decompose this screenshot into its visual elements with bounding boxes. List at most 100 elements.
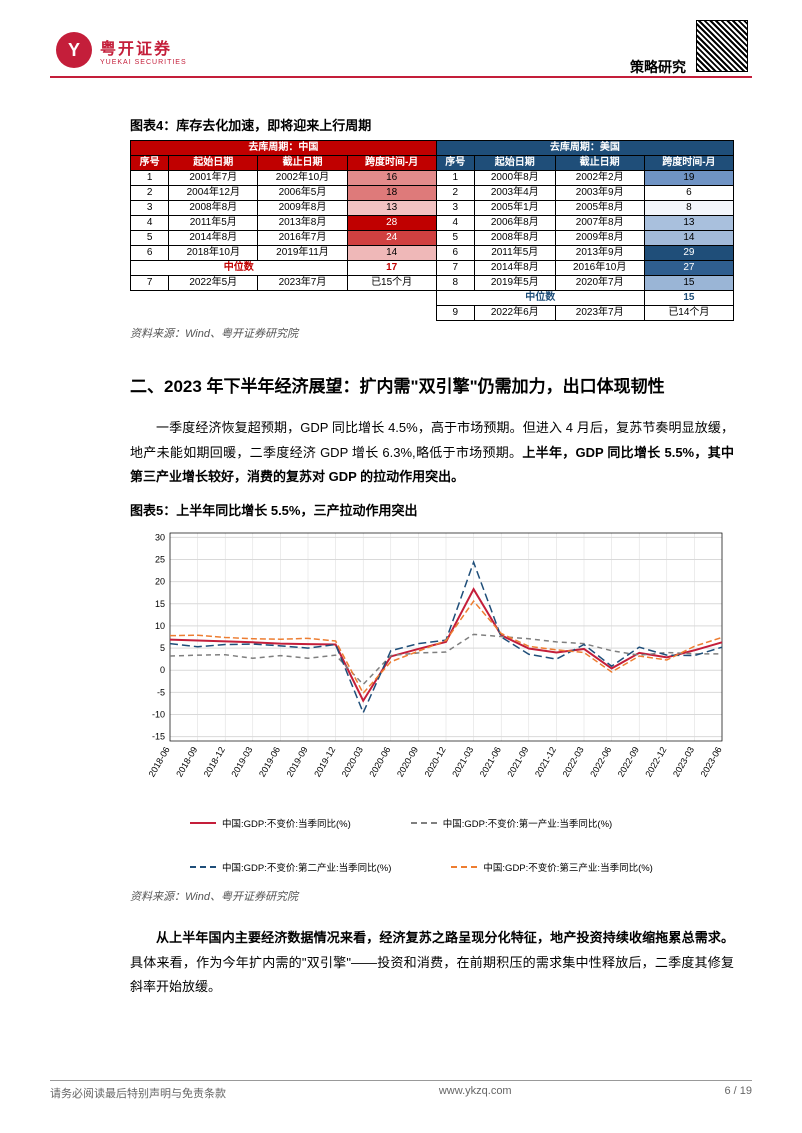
legend-item: 中国:GDP:不变价:第一产业:当季同比(%) xyxy=(411,816,612,830)
brand-name-cn: 粤开证券 xyxy=(100,35,187,59)
td-end: 2003年9月 xyxy=(555,186,644,201)
legend-item: 中国:GDP:不变价:第三产业:当季同比(%) xyxy=(451,860,652,874)
td-start: 2008年8月 xyxy=(474,231,555,246)
section2-para1: 一季度经济恢复超预期，GDP 同比增长 4.5%，高于市场预期。但进入 4 月后… xyxy=(130,416,734,490)
svg-text:2020-06: 2020-06 xyxy=(367,745,392,779)
th-col: 截止日期 xyxy=(258,156,347,171)
destock-table: 去库周期：中国去库周期：美国序号起始日期截止日期跨度时间-月序号起始日期截止日期… xyxy=(130,140,734,321)
td-dur: 6 xyxy=(644,186,733,201)
main-content: 图表4：库存去化加速，即将迎来上行周期 去库周期：中国去库周期：美国序号起始日期… xyxy=(130,115,734,1010)
svg-text:2022-06: 2022-06 xyxy=(588,745,613,779)
td-dur: 已14个月 xyxy=(644,306,733,321)
td-end: 2023年7月 xyxy=(258,276,347,291)
td-median-val: 15 xyxy=(644,291,733,306)
td-n: 6 xyxy=(131,246,169,261)
td-start: 2011年5月 xyxy=(474,246,555,261)
td-start: 2004年12月 xyxy=(169,186,258,201)
td-end: 2005年8月 xyxy=(555,201,644,216)
svg-text:2019-03: 2019-03 xyxy=(229,745,254,779)
td-end: 2002年10月 xyxy=(258,171,347,186)
td-n: 1 xyxy=(131,171,169,186)
td-start: 2019年5月 xyxy=(474,276,555,291)
legend-swatch xyxy=(451,866,477,868)
chart5-source: 资料来源：Wind、粤开证券研究院 xyxy=(130,888,734,904)
svg-text:2019-06: 2019-06 xyxy=(257,745,282,779)
td-n: 2 xyxy=(436,186,474,201)
footer-disclaimer: 请务必阅读最后特别声明与免责条款 xyxy=(50,1085,226,1101)
svg-text:2021-03: 2021-03 xyxy=(450,745,475,779)
td-start: 2006年8月 xyxy=(474,216,555,231)
table4-title: 图表4：库存去化加速，即将迎来上行周期 xyxy=(130,115,734,134)
legend-label: 中国:GDP:不变价:第三产业:当季同比(%) xyxy=(483,860,652,874)
para2-text-b: 具体来看，作为今年扩内需的"双引擎"——投资和消费，在前期积压的需求集中性释放后… xyxy=(130,955,734,995)
svg-text:20: 20 xyxy=(155,577,165,587)
td-end: 2019年11月 xyxy=(258,246,347,261)
td-end: 2013年8月 xyxy=(258,216,347,231)
logo-icon: Y xyxy=(56,32,92,68)
td-end: 2020年7月 xyxy=(555,276,644,291)
legend-swatch xyxy=(190,866,216,868)
chart5-svg: -15-10-50510152025302018-062018-092018-1… xyxy=(130,525,734,805)
svg-text:25: 25 xyxy=(155,555,165,565)
footer-divider xyxy=(50,1080,752,1081)
td-n: 4 xyxy=(436,216,474,231)
svg-text:2018-06: 2018-06 xyxy=(147,745,172,779)
page-footer: 请务必阅读最后特别声明与免责条款 www.ykzq.com 6 / 19 xyxy=(50,1080,752,1101)
td-n: 5 xyxy=(436,231,474,246)
td-end: 2009年8月 xyxy=(555,231,644,246)
td-dur: 8 xyxy=(644,201,733,216)
svg-text:-5: -5 xyxy=(157,687,165,697)
doc-category: 策略研究 xyxy=(630,57,686,77)
th-china: 去库周期：中国 xyxy=(131,141,437,156)
td-dur: 13 xyxy=(347,201,436,216)
svg-text:2018-09: 2018-09 xyxy=(174,745,199,779)
td-n: 3 xyxy=(436,201,474,216)
td-dur: 14 xyxy=(347,246,436,261)
td-n: 3 xyxy=(131,201,169,216)
footer-url: www.ykzq.com xyxy=(439,1085,512,1101)
th-col: 序号 xyxy=(131,156,169,171)
td-n: 2 xyxy=(131,186,169,201)
table4-source: 资料来源：Wind、粤开证券研究院 xyxy=(130,325,734,341)
svg-text:2023-06: 2023-06 xyxy=(699,745,724,779)
td-n: 8 xyxy=(436,276,474,291)
td-start: 2011年5月 xyxy=(169,216,258,231)
td-n: 9 xyxy=(436,306,474,321)
td-start: 2005年1月 xyxy=(474,201,555,216)
td-start: 2003年4月 xyxy=(474,186,555,201)
td-end: 2006年5月 xyxy=(258,186,347,201)
legend-item: 中国:GDP:不变价:第二产业:当季同比(%) xyxy=(190,860,391,874)
td-start: 2022年6月 xyxy=(474,306,555,321)
td-dur: 28 xyxy=(347,216,436,231)
legend-label: 中国:GDP:不变价:第二产业:当季同比(%) xyxy=(222,860,391,874)
td-end: 2002年2月 xyxy=(555,171,644,186)
td-start: 2014年8月 xyxy=(169,231,258,246)
footer-page: 6 / 19 xyxy=(724,1085,752,1101)
td-start: 2001年7月 xyxy=(169,171,258,186)
svg-text:2019-12: 2019-12 xyxy=(312,745,337,779)
svg-text:2021-09: 2021-09 xyxy=(505,745,530,779)
th-col: 截止日期 xyxy=(555,156,644,171)
td-dur: 15 xyxy=(644,276,733,291)
td-n: 6 xyxy=(436,246,474,261)
section2-title: 二、2023 年下半年经济展望：扩内需"双引擎"仍需加力，出口体现韧性 xyxy=(130,373,734,402)
th-col: 起始日期 xyxy=(474,156,555,171)
th-col: 跨度时间-月 xyxy=(644,156,733,171)
svg-text:2021-06: 2021-06 xyxy=(478,745,503,779)
td-median-label: 中位数 xyxy=(436,291,644,306)
td-dur: 29 xyxy=(644,246,733,261)
svg-text:2019-09: 2019-09 xyxy=(285,745,310,779)
td-end: 2013年9月 xyxy=(555,246,644,261)
svg-text:2020-03: 2020-03 xyxy=(340,745,365,779)
svg-text:30: 30 xyxy=(155,532,165,542)
td-end: 2016年10月 xyxy=(555,261,644,276)
svg-text:2018-12: 2018-12 xyxy=(202,745,227,779)
svg-text:5: 5 xyxy=(160,643,165,653)
svg-text:2021-12: 2021-12 xyxy=(533,745,558,779)
td-median-label: 中位数 xyxy=(131,261,348,276)
td-end: 2023年7月 xyxy=(555,306,644,321)
chart5-legend: 中国:GDP:不变价:当季同比(%) 中国:GDP:不变价:第一产业:当季同比(%… xyxy=(130,810,734,884)
td-start: 2014年8月 xyxy=(474,261,555,276)
td-end: 2016年7月 xyxy=(258,231,347,246)
legend-item: 中国:GDP:不变价:当季同比(%) xyxy=(190,816,351,830)
